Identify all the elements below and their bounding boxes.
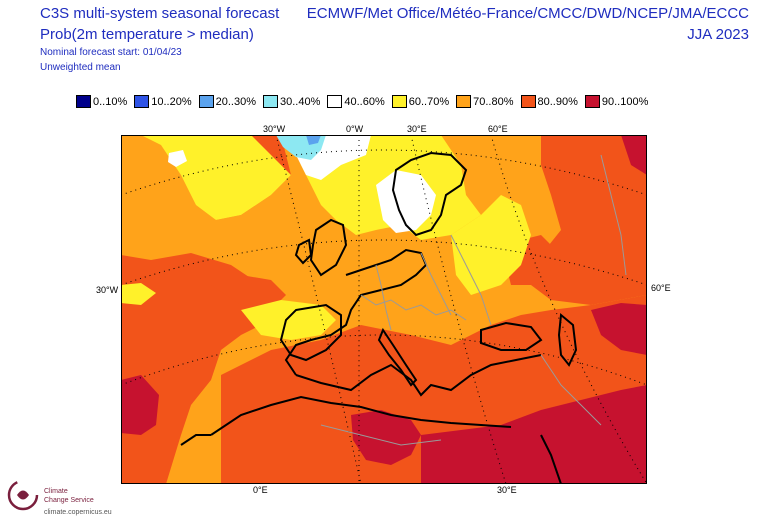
graticule	[121, 135, 647, 484]
legend-item: 80..90%	[520, 95, 578, 108]
legend-item: 70..80%	[456, 95, 514, 108]
legend-swatch	[134, 95, 150, 108]
logo-line1: Climate	[44, 488, 68, 495]
weighting-note: Unweighted mean	[40, 62, 121, 73]
coast-italy	[377, 327, 418, 387]
legend-item: 90..100%	[584, 95, 649, 108]
border-line	[600, 154, 627, 276]
season-label: JJA 2023	[687, 26, 749, 43]
legend-label: 30..40%	[280, 95, 321, 108]
legend-label: 80..90%	[537, 95, 578, 108]
region-80-90-east	[531, 135, 647, 305]
legend-swatch	[263, 95, 278, 108]
lon-label-0w: 0°W	[346, 124, 364, 134]
region-80-90-mid-atlantic	[211, 275, 286, 310]
legend-label: 20..30%	[215, 95, 256, 108]
region-90-100-north-africa	[351, 410, 421, 465]
region-40-60-scandinavia	[376, 170, 436, 233]
region-60-70-eastern	[451, 195, 531, 295]
region-20-30	[306, 135, 321, 145]
logo-url: climate.copernicus.eu	[44, 509, 112, 516]
coast-red-sea	[540, 434, 562, 484]
region-90-100-east-top	[621, 135, 647, 175]
forecast-map	[121, 135, 647, 484]
legend-label: 90..100%	[601, 95, 649, 108]
region-90-100-west	[121, 375, 159, 435]
legend-swatch	[456, 95, 472, 108]
border-line	[450, 234, 492, 326]
region-60-70-iceland	[121, 283, 156, 305]
graticule-line	[121, 239, 647, 286]
legend-item: 10..20%	[134, 95, 192, 108]
coast-iberia	[279, 303, 342, 362]
border-line	[540, 354, 602, 426]
coast-ireland	[294, 238, 313, 265]
graticule-line	[121, 149, 647, 196]
graticule-line	[275, 135, 362, 484]
legend-swatch	[584, 95, 600, 108]
coast-british-isles	[309, 218, 348, 277]
lon-label-bottom-0e: 0°E	[253, 485, 268, 495]
map-canvas	[121, 135, 647, 484]
lat-label-right: 60°E	[651, 283, 671, 293]
lat-label-left: 30°W	[96, 285, 119, 295]
coast-europe-west	[284, 248, 428, 376]
border-line	[320, 424, 442, 446]
centres-list: ECMWF/Met Office/Météo-France/CMCC/DWD/N…	[306, 5, 749, 22]
copernicus-logo	[6, 478, 40, 517]
lon-label-30w: 30°W	[263, 124, 286, 134]
legend-swatch	[76, 95, 91, 108]
legend-label: 0..10%	[93, 95, 128, 108]
lon-label-30e: 30°E	[407, 124, 427, 134]
region-40-60-small	[168, 150, 187, 167]
region-90-100-middle-east	[421, 385, 647, 484]
border-line	[375, 264, 392, 331]
legend-swatch	[327, 95, 343, 108]
title: C3S multi-system seasonal forecast	[40, 5, 280, 22]
logo-line2: Change Service	[44, 497, 94, 504]
legend-swatch	[520, 95, 536, 108]
graticule-line	[410, 135, 507, 484]
legend-label: 40..60%	[344, 95, 385, 108]
graticule-line	[121, 334, 647, 386]
coastlines	[180, 151, 578, 484]
region-80-90-atlantic	[121, 253, 281, 484]
coast-atlantic-africa	[180, 434, 211, 446]
legend-label: 70..80%	[473, 95, 514, 108]
region-60-70-iberia	[241, 300, 336, 340]
legend-swatch	[391, 95, 407, 108]
legend-label: 10..20%	[151, 95, 192, 108]
legend-label: 60..70%	[408, 95, 450, 108]
legend-item: 20..30%	[198, 95, 256, 108]
legend: 0..10% 10..20% 20..30% 30..40% 40..60% 6…	[76, 95, 655, 108]
border-line	[420, 252, 452, 316]
coast-norway	[391, 151, 468, 237]
climate-change-service-icon	[7, 479, 39, 511]
legend-item: 30..40%	[263, 95, 320, 108]
coast-north-africa	[210, 395, 512, 436]
coast-caspian	[557, 313, 578, 367]
lon-label-60e: 60°E	[488, 124, 508, 134]
legend-item: 60..70%	[391, 95, 450, 108]
legend-swatch	[198, 95, 214, 108]
lon-label-bottom-30e: 30°E	[497, 485, 517, 495]
borders	[320, 154, 627, 446]
forecast-start: Nominal forecast start: 01/04/23	[40, 47, 182, 58]
region-90-100-caspian	[591, 303, 647, 355]
map-frame	[121, 135, 647, 484]
coast-mediterranean	[295, 354, 542, 397]
legend-item: 0..10%	[76, 95, 127, 108]
legend-item: 40..60%	[327, 95, 385, 108]
subtitle: Prob(2m temperature > median)	[40, 26, 254, 43]
coast-black-sea	[480, 321, 543, 351]
